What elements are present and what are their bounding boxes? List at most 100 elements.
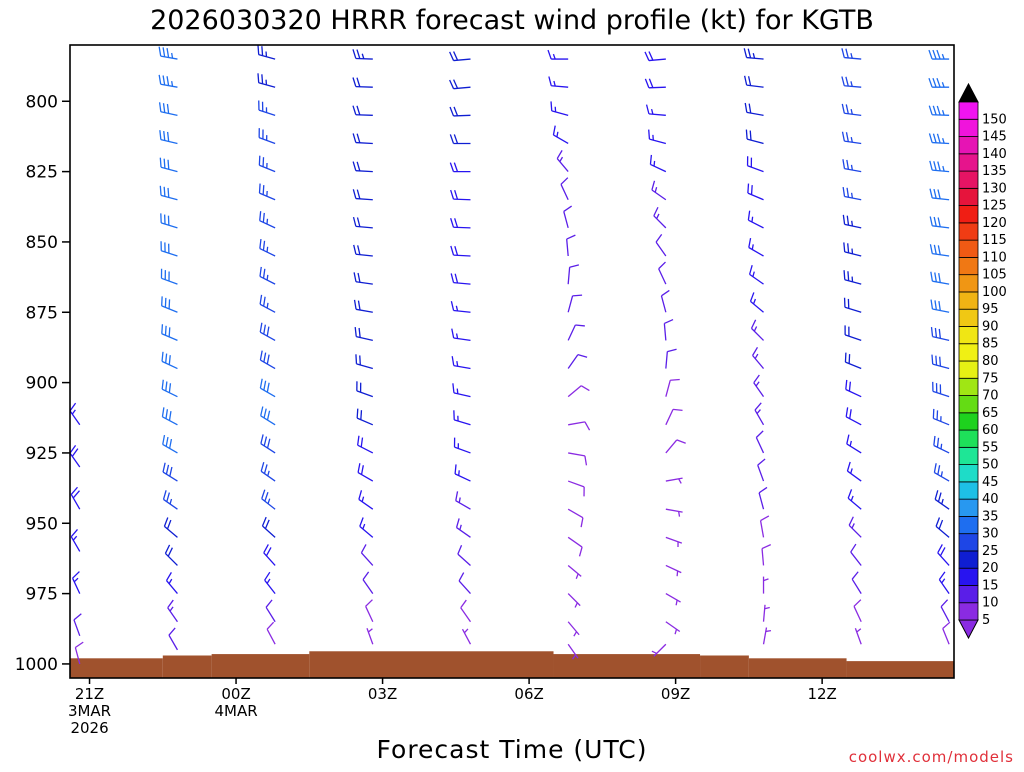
wind-barb-7-13: [755, 403, 764, 425]
wind-barb-shaft: [756, 438, 763, 453]
wind-barb-full-tick: [260, 211, 261, 220]
wind-barb-6-12: [666, 380, 680, 397]
colorbar-swatch-20: [959, 551, 978, 568]
wind-barb-full-tick: [267, 622, 273, 629]
y-tick-label-875: 875: [26, 303, 58, 323]
wind-barb-3-6: [354, 217, 373, 228]
wind-barb-full-tick: [266, 600, 272, 607]
wind-barb-2-5: [259, 184, 275, 200]
wind-barb-9-15: [934, 463, 949, 481]
wind-barb-full-tick: [357, 162, 360, 171]
wind-barb-full-tick: [575, 325, 584, 326]
wind-barb-shaft: [568, 267, 569, 284]
colorbar-label-50: 50: [982, 458, 999, 473]
y-tick-label-950: 950: [26, 514, 58, 534]
wind-barb-full-tick: [264, 409, 266, 418]
x-tick-label-1-1: 00Z: [221, 685, 250, 703]
wind-barb-full-tick: [353, 49, 356, 58]
wind-barb-shaft: [759, 493, 763, 509]
wind-barb-1-14: [163, 435, 178, 453]
wind-barb-2-21: [267, 622, 275, 644]
wind-barb-full-tick: [163, 435, 165, 444]
wind-barb-full-tick: [450, 134, 453, 143]
wind-barb-shaft: [360, 526, 373, 537]
wind-barb-half-tick: [852, 193, 853, 198]
wind-barb-7-9: [751, 292, 764, 312]
wind-barb-shaft: [748, 166, 764, 172]
wind-barb-full-tick: [166, 437, 168, 446]
wind-barb-full-tick: [564, 206, 572, 211]
wind-barb-full-tick: [930, 161, 932, 170]
wind-barb-4-12: [453, 383, 471, 396]
wind-barb-full-tick: [938, 245, 940, 254]
wind-barb-shaft: [454, 87, 471, 88]
wind-barb-full-tick: [264, 437, 266, 446]
wind-barb-full-tick: [749, 76, 751, 85]
wind-barb-half-tick: [557, 132, 558, 137]
x-tick-label-1-2: 4MAR: [214, 702, 257, 720]
wind-barb-full-tick: [938, 544, 943, 552]
wind-barb-9-0: [929, 50, 949, 59]
wind-barb-full-tick: [455, 464, 456, 473]
wind-barb-full-tick: [933, 106, 936, 115]
wind-barb-full-tick: [160, 186, 161, 196]
terrain-segment-1: [163, 655, 212, 678]
wind-barb-4-13: [454, 410, 471, 424]
wind-barb-9-20: [941, 600, 949, 622]
colorbar-label-85: 85: [982, 337, 999, 352]
wind-barb-full-tick: [362, 465, 364, 474]
wind-barb-3-13: [357, 409, 373, 425]
wind-barb-7-16: [759, 487, 767, 509]
wind-barb-full-tick: [567, 235, 576, 239]
wind-barb-9-6: [930, 216, 949, 227]
wind-barb-0-2: [71, 487, 80, 509]
x-tick-label-5-1: 12Z: [807, 685, 836, 703]
wind-barb-shaft: [751, 301, 764, 312]
colorbar-swatch-80: [959, 344, 978, 361]
wind-barb-half-tick: [74, 578, 78, 582]
wind-barb-half-tick: [368, 629, 372, 632]
wind-barb-shaft: [649, 59, 666, 60]
wind-barb-6-8: [659, 262, 666, 284]
wind-barb-full-tick: [163, 76, 165, 85]
wind-barb-shaft: [262, 499, 275, 509]
wind-barb-3-0: [353, 49, 373, 59]
wind-barb-full-tick: [934, 189, 936, 198]
wind-barb-half-tick: [553, 54, 555, 59]
wind-barb-shaft: [666, 594, 681, 603]
wind-barb-8-4: [843, 159, 861, 171]
wind-barb-shaft: [457, 528, 471, 538]
wind-barb-full-tick: [354, 272, 356, 281]
wind-barb-full-tick: [162, 380, 163, 389]
wind-barb-4-8: [451, 273, 470, 284]
wind-barb-full-tick: [745, 76, 747, 85]
terrain-segment-7: [847, 661, 954, 678]
wind-barb-full-tick: [168, 188, 169, 198]
wind-barb-half-tick: [560, 157, 563, 162]
wind-barb-full-tick: [847, 216, 848, 225]
wind-barb-7-20: [764, 605, 770, 622]
wind-barb-full-tick: [935, 300, 936, 309]
wind-barb-6-3: [649, 130, 666, 144]
wind-barb-3-15: [358, 463, 373, 481]
wind-barb-half-tick: [941, 471, 942, 476]
wind-barb-2-3: [259, 128, 275, 143]
wind-barb-half-tick: [852, 523, 854, 528]
wind-barb-full-tick: [357, 190, 360, 199]
wind-barb-2-18: [264, 544, 275, 565]
wind-barb-full-tick: [260, 351, 262, 360]
wind-barb-9-8: [931, 272, 949, 284]
wind-barb-full-tick: [940, 357, 941, 367]
wind-barb-shaft: [356, 115, 373, 116]
wind-barb-full-tick: [849, 382, 850, 391]
wind-barb-1-1: [159, 75, 177, 87]
wind-barb-full-tick: [264, 297, 265, 306]
wind-barb-full-tick: [553, 126, 555, 135]
wind-barb-shaft: [568, 622, 579, 635]
wind-barb-full-tick: [938, 162, 940, 171]
wind-barb-full-tick: [930, 189, 932, 198]
wind-barb-9-17: [936, 517, 949, 537]
wind-barb-full-tick: [943, 622, 950, 628]
wind-barb-shaft: [666, 380, 670, 396]
